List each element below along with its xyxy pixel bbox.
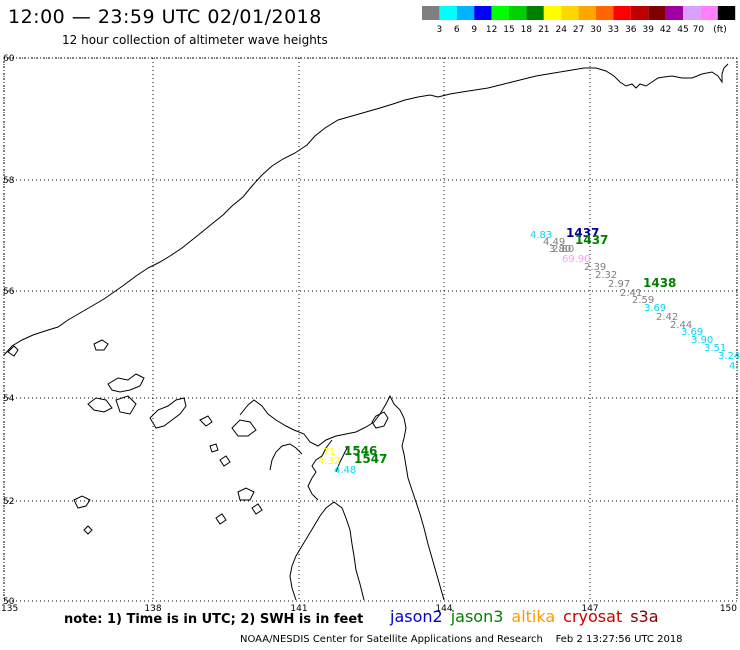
wave-height-value: 4. bbox=[729, 361, 739, 372]
wave-height-value: 3.69 bbox=[681, 327, 703, 338]
lon-label: 141 bbox=[290, 604, 307, 614]
lat-label: 54 bbox=[3, 394, 15, 404]
scale-swatch bbox=[700, 6, 718, 20]
wave-height-value: .71 bbox=[320, 447, 336, 458]
wave-height-value: 3.51 bbox=[704, 343, 726, 354]
scale-label: 6 bbox=[454, 25, 460, 35]
scale-label: 12 bbox=[486, 25, 497, 35]
timestamp: Feb 2 13:27:56 UTC 2018 bbox=[555, 634, 683, 645]
scale-label: 27 bbox=[573, 25, 584, 35]
map-frame bbox=[3, 57, 738, 601]
wave-height-value: 2.59 bbox=[632, 295, 654, 306]
satellite-legend: jason2 jason3 altika cryosat s3a bbox=[390, 607, 667, 626]
pass-time-label: 1437 bbox=[575, 233, 608, 247]
wave-height-value: 3.90 bbox=[691, 335, 713, 346]
pass-time-label: 1437 bbox=[566, 226, 599, 240]
wave-height-value: 2.42 bbox=[656, 312, 678, 323]
scale-swatch bbox=[491, 6, 509, 20]
scale-label: 24 bbox=[555, 25, 567, 35]
wave-height-value: 4.49 bbox=[543, 237, 565, 248]
wave-height-value: 2.80 bbox=[552, 244, 574, 255]
wave-height-value: 69.90 bbox=[562, 254, 591, 265]
wave-height-value: 4.48 bbox=[334, 465, 356, 476]
scale-swatch bbox=[717, 6, 736, 20]
scale-swatch bbox=[526, 6, 544, 20]
scale-label: 9 bbox=[471, 25, 477, 35]
scale-swatch bbox=[543, 6, 562, 20]
scale-swatch bbox=[439, 6, 457, 20]
pass-time-label: 1546 bbox=[344, 444, 377, 458]
lon-label: 138 bbox=[144, 604, 161, 614]
lat-label: 50 bbox=[3, 597, 15, 607]
map-subtitle: 12 hour collection of altimeter wave hei… bbox=[62, 33, 328, 47]
scale-swatch bbox=[665, 6, 683, 20]
lat-label: 52 bbox=[3, 497, 14, 507]
scale-swatch bbox=[613, 6, 631, 20]
pass-time-label: 1438 bbox=[643, 276, 676, 290]
scale-units: (ft) bbox=[713, 25, 727, 35]
scale-swatch bbox=[683, 6, 701, 20]
wave-height-value: 2.39 bbox=[584, 262, 606, 273]
wave-height-observations: 4.83 143714374.493.802.8069.902.392.322.9… bbox=[318, 226, 740, 476]
scale-label: 30 bbox=[590, 25, 602, 35]
map-title: 12:00 — 23:59 UTC 02/01/2018 bbox=[8, 6, 322, 28]
lon-label: 150 bbox=[720, 604, 737, 614]
lon-label: 144 bbox=[435, 604, 452, 614]
scale-label: 45 bbox=[677, 25, 688, 35]
scale-label: 39 bbox=[642, 25, 654, 35]
pass-time-label: 1547 bbox=[354, 452, 387, 466]
scale-swatch bbox=[630, 6, 649, 20]
scale-swatch bbox=[596, 6, 614, 20]
wave-height-value: 4.83 bbox=[530, 230, 552, 241]
satellite-s3a: s3a bbox=[630, 607, 659, 626]
wave-height-value: 2.32 bbox=[595, 270, 617, 281]
lat-label: 60 bbox=[3, 54, 15, 64]
wave-height-value: 2.97 bbox=[608, 279, 630, 290]
credit-text: NOAA/NESDIS Center for Satellite Applica… bbox=[240, 634, 543, 645]
scale-label: 3 bbox=[437, 25, 443, 35]
wave-height-value: 3.69 bbox=[644, 303, 666, 314]
credit-line: NOAA/NESDIS Center for Satellite Applica… bbox=[240, 634, 683, 645]
wave-height-value: 3.24 bbox=[718, 351, 740, 362]
footer-note: note: 1) Time is in UTC; 2) SWH is in fe… bbox=[64, 612, 364, 627]
scale-swatch bbox=[509, 6, 527, 20]
wave-height-color-scale: 3 6 9 12 15 18 21 24 27 30 33 36 39 42 45 70 (ft) bbox=[422, 6, 736, 35]
wave-height-value: 4.32 bbox=[318, 456, 340, 467]
scale-label: 33 bbox=[608, 25, 619, 35]
scale-label: 36 bbox=[625, 25, 637, 35]
longitude-labels: 135 138 141 144 147 150 bbox=[1, 604, 737, 614]
scale-label: 15 bbox=[503, 25, 514, 35]
scale-swatch bbox=[648, 6, 666, 20]
satellite-jason2: jason2 bbox=[390, 607, 443, 626]
scale-label: 42 bbox=[660, 25, 671, 35]
latitude-labels: 60 58 56 54 52 50 bbox=[3, 54, 15, 607]
scale-label: 18 bbox=[521, 25, 533, 35]
lat-lon-gridlines bbox=[3, 57, 738, 602]
wave-height-value: 2.44 bbox=[670, 320, 692, 331]
scale-label: 70 bbox=[693, 25, 705, 35]
coastline bbox=[3, 63, 729, 601]
lon-label: 135 bbox=[1, 604, 18, 614]
scale-swatch bbox=[561, 6, 579, 20]
scale-label: 21 bbox=[538, 25, 549, 35]
lat-label: 58 bbox=[3, 176, 15, 186]
satellite-cryosat: cryosat bbox=[563, 607, 623, 626]
lat-label: 56 bbox=[3, 287, 15, 297]
wave-height-value: 3.80 bbox=[549, 244, 571, 255]
scale-swatch bbox=[456, 6, 475, 20]
scale-swatch bbox=[422, 6, 440, 20]
lon-label: 147 bbox=[581, 604, 598, 614]
wave-height-value: 2.41 bbox=[620, 288, 642, 299]
satellite-jason3: jason3 bbox=[450, 607, 504, 626]
satellite-altika: altika bbox=[511, 607, 556, 626]
scale-swatch bbox=[578, 6, 596, 20]
scale-swatch bbox=[474, 6, 492, 20]
